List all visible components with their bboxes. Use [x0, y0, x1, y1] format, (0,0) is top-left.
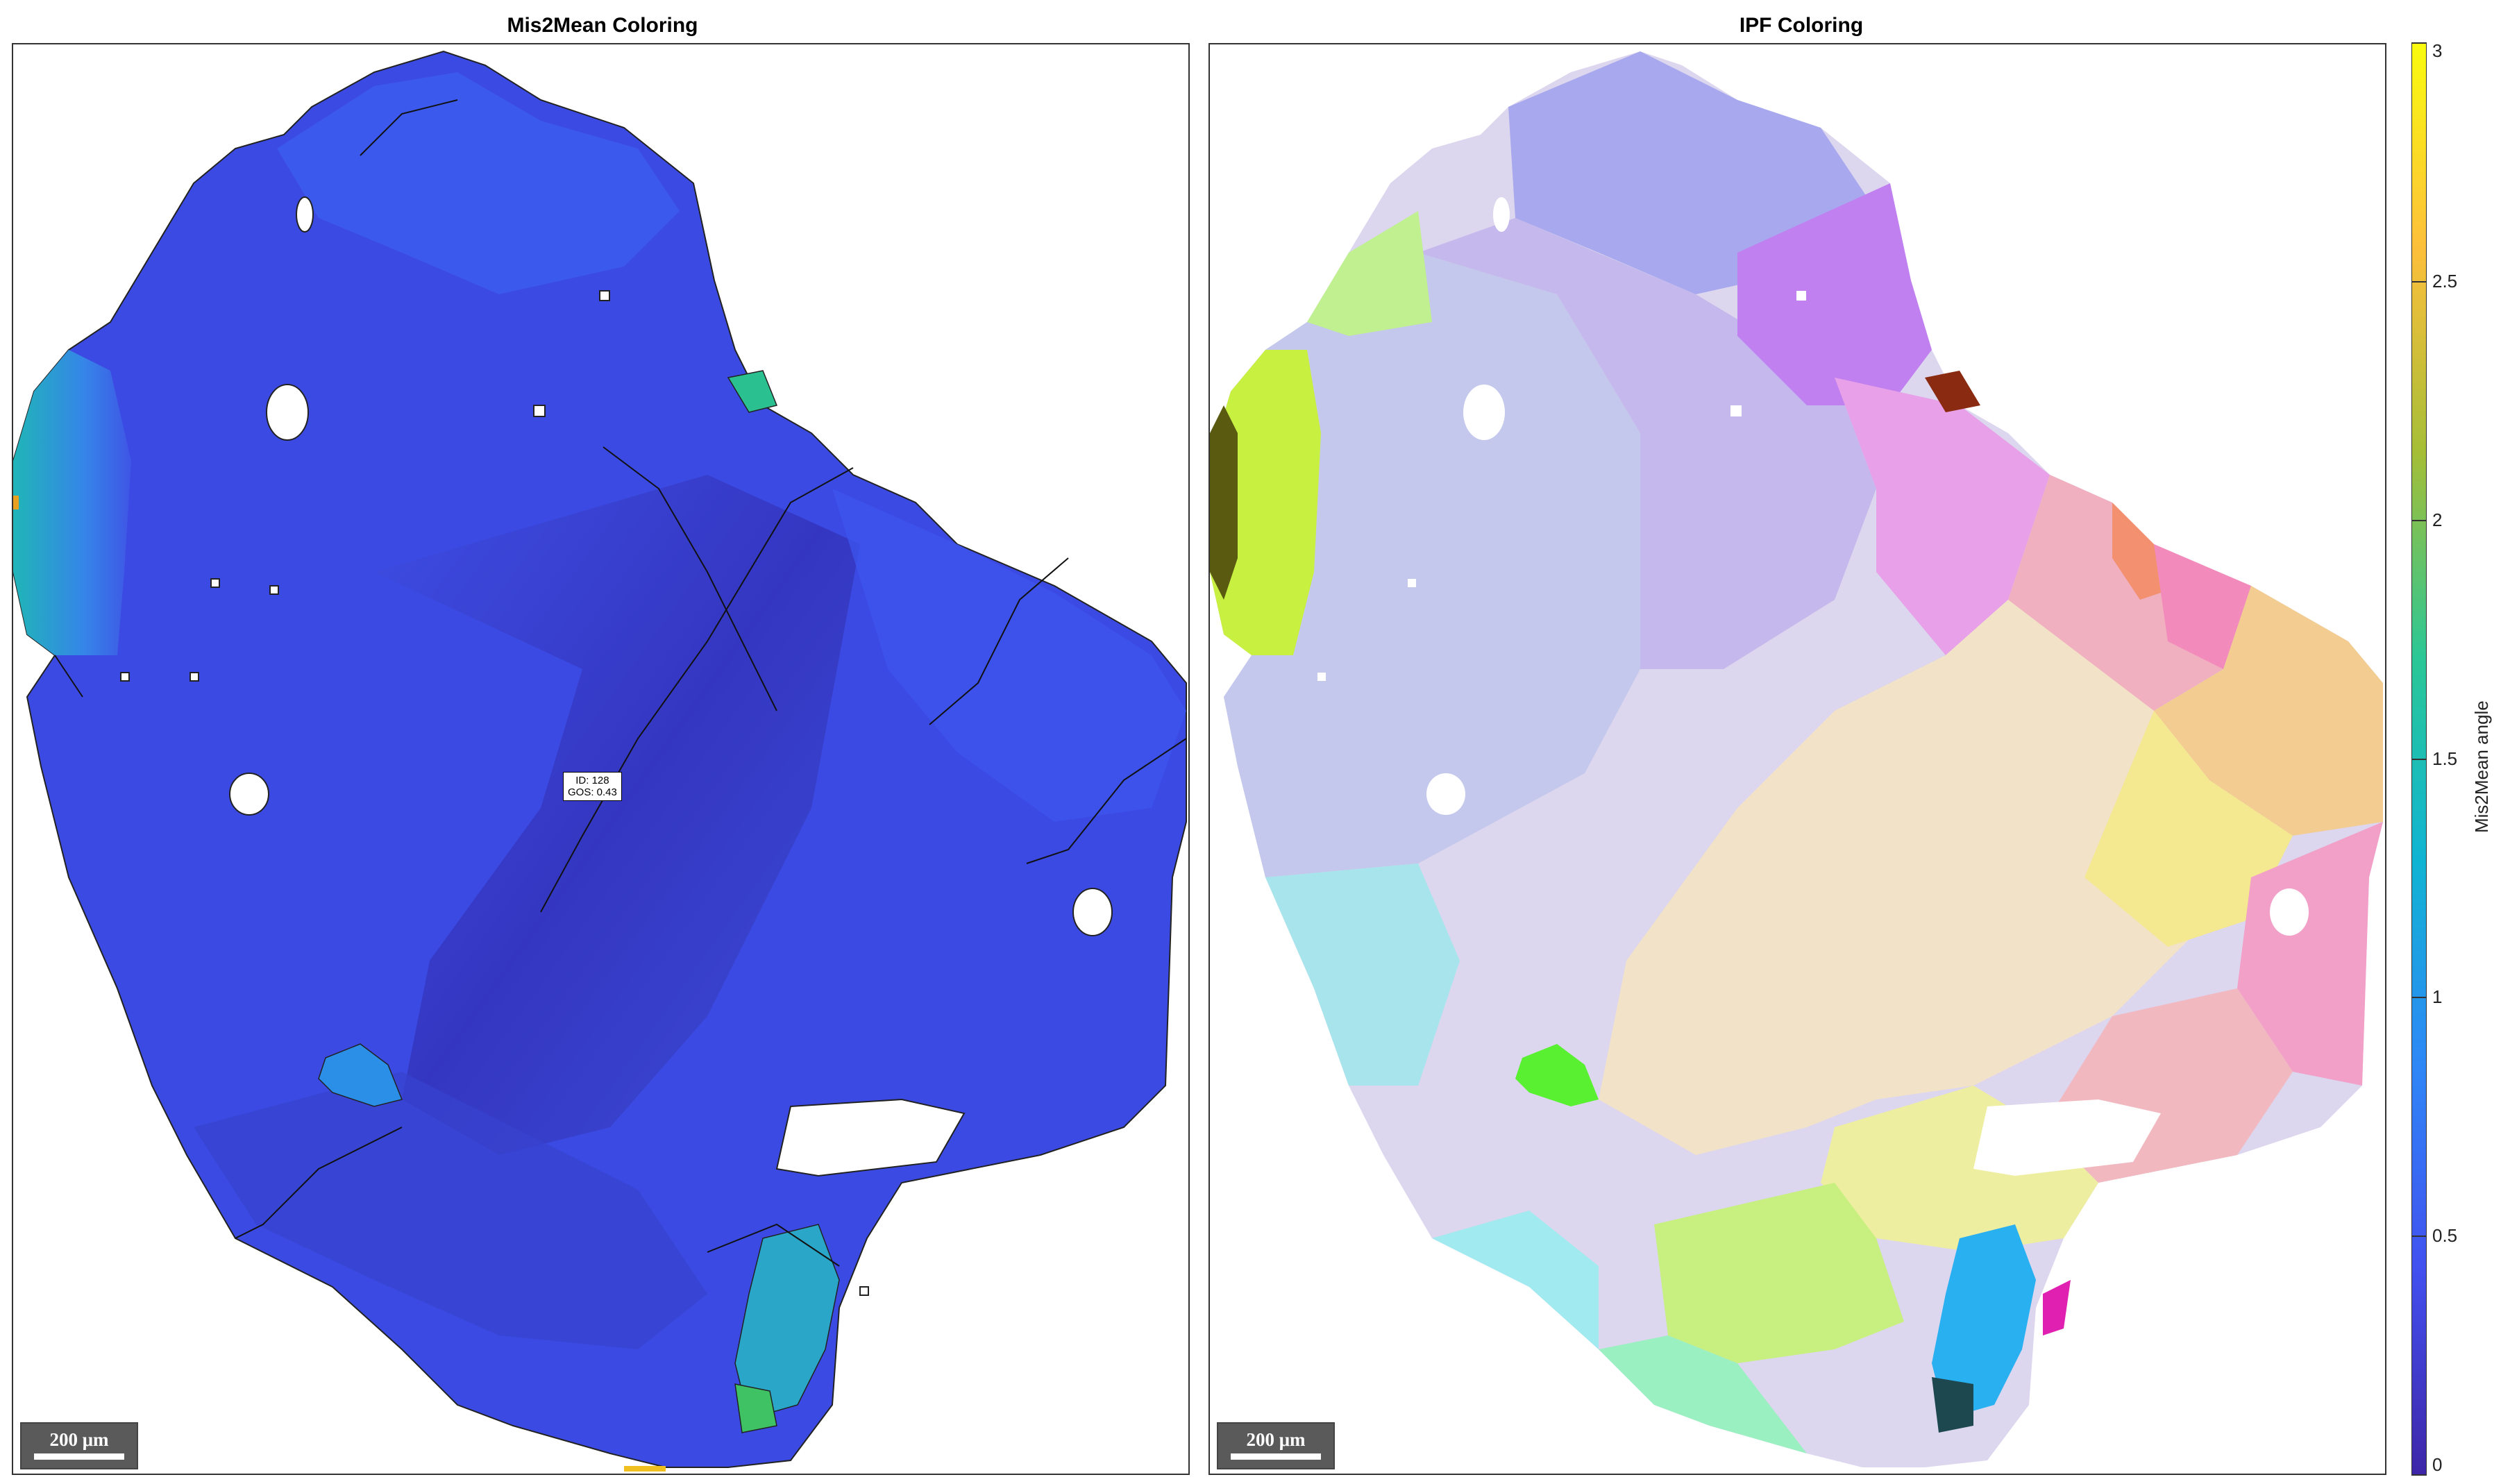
left-scalebar-bar [34, 1453, 124, 1460]
colorbar-tick-label: 0.5 [2432, 1225, 2458, 1247]
colorbar-tick-mark [2418, 1236, 2427, 1238]
left-scalebar: 200 μm [20, 1422, 138, 1469]
colorbar-tick-label: 0 [2432, 1454, 2443, 1475]
colorbar-tick-mark [2411, 1236, 2420, 1238]
colorbar-tick-mark [2411, 758, 2420, 760]
left-panel-title: Mis2Mean Coloring [507, 14, 698, 37]
colorbar-tick-label: 2 [2432, 509, 2443, 530]
colorbar-tick-label: 3 [2432, 40, 2443, 61]
colorbar-tick-mark [2418, 280, 2427, 283]
right-panel-title: IPF Coloring [1739, 14, 1864, 37]
mis2mean-map [13, 50, 1187, 1472]
colorbar-tick-mark [2411, 519, 2420, 521]
right-scalebar-label: 200 μm [1246, 1429, 1306, 1450]
colorbar-tick-mark [2418, 758, 2427, 760]
ipf-map-axes[interactable]: 200 μm [1208, 43, 2386, 1475]
right-scalebar-bar [1231, 1453, 1321, 1460]
grain-info-tooltip: ID: 128 GOS: 0.43 [563, 772, 622, 801]
colorbar-tick-mark [2411, 42, 2420, 44]
colorbar-tick-mark [2418, 519, 2427, 521]
right-scalebar: 200 μm [1217, 1422, 1335, 1469]
colorbar-tick-label: 2.5 [2432, 270, 2458, 292]
colorbar-label: Mis2Mean angle [2471, 700, 2492, 833]
grain-gos-text: GOS: 0.43 [568, 786, 617, 798]
grain-id-text: ID: 128 [575, 775, 609, 786]
colorbar-tick-label: 1 [2432, 986, 2443, 1008]
colorbar-tick-mark [2418, 1474, 2427, 1476]
colorbar-tick-mark [2411, 1474, 2420, 1476]
mis2mean-map-axes[interactable]: ID: 128 GOS: 0.43 200 μm [12, 43, 1190, 1475]
left-scalebar-label: 200 μm [49, 1429, 109, 1450]
colorbar-tick-label: 1.5 [2432, 748, 2458, 769]
colorbar-tick-mark [2411, 997, 2420, 999]
colorbar-tick-mark [2411, 280, 2420, 283]
ipf-map [1210, 51, 2383, 1467]
colorbar-tick-mark [2418, 997, 2427, 999]
colorbar-tick-mark [2418, 42, 2427, 44]
